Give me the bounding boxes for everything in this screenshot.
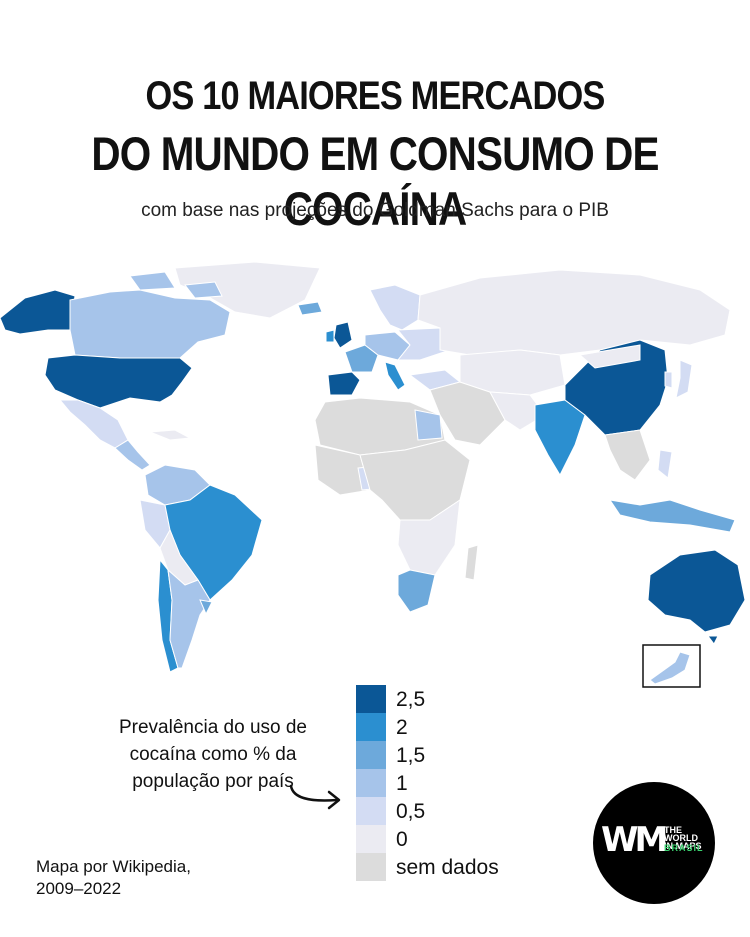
legend-swatch <box>356 713 386 741</box>
world-map <box>0 261 746 688</box>
legend-swatch <box>356 825 386 853</box>
credit-line: Mapa por Wikipedia, <box>36 857 191 876</box>
mexico <box>58 399 129 449</box>
new-zealand <box>649 651 691 685</box>
mongolia <box>578 344 641 369</box>
legend-description-line: cocaína como % da <box>129 744 297 765</box>
central-asia <box>459 349 566 396</box>
legend-swatch <box>356 769 386 797</box>
page-subtitle: com base nas projeções do Goldman Sachs … <box>141 200 609 221</box>
philippines <box>657 449 673 479</box>
alaska <box>0 289 76 335</box>
legend-swatch <box>356 797 386 825</box>
logo-subtext: BRASIL <box>664 843 704 853</box>
uruguay <box>199 599 213 616</box>
legend-description: Prevalência do uso de cocaína como % da … <box>108 714 318 795</box>
legend-label: 1,5 <box>396 744 426 767</box>
credit-line: 2009–2022 <box>36 879 122 898</box>
egypt <box>414 409 443 441</box>
legend-swatch <box>356 741 386 769</box>
logo-text-line: IN MAPS <box>664 841 702 851</box>
legend-label: 0,5 <box>396 800 426 823</box>
legend-label: 0 <box>396 828 408 851</box>
italy <box>384 361 406 391</box>
canada-islands <box>129 271 223 299</box>
legend-description-line: população por país <box>132 771 294 792</box>
page-title-line-2: DO MUNDO EM CONSUMO DE COCAÍNA <box>91 127 659 235</box>
legend-label: 2 <box>396 716 408 739</box>
indonesia <box>608 499 736 533</box>
japan <box>675 359 693 399</box>
spain <box>327 371 361 396</box>
france <box>344 344 379 373</box>
legend-label: sem dados <box>396 856 499 879</box>
west-africa <box>314 444 371 496</box>
brand-logo: WM THE WORLD IN MAPS BRASIL <box>593 782 715 904</box>
argentina <box>167 568 211 669</box>
usa <box>44 354 193 409</box>
iceland <box>297 301 323 316</box>
scandinavia <box>369 284 421 331</box>
logo-text-line: THE WORLD <box>664 825 698 843</box>
southeast-asia <box>604 429 651 481</box>
australia <box>647 549 746 633</box>
tasmania <box>707 635 719 645</box>
uk <box>333 321 353 349</box>
legend-swatch <box>356 853 386 881</box>
new-zealand-inset <box>642 644 701 688</box>
ireland <box>325 329 335 343</box>
logo-text: THE WORLD IN MAPS <box>664 825 712 851</box>
central-america <box>114 439 151 471</box>
legend-label: 1 <box>396 772 408 795</box>
iran <box>489 391 546 431</box>
legend-description-line: Prevalência do uso de <box>118 717 307 738</box>
legend-label: 2,5 <box>396 688 426 711</box>
arrow-icon <box>289 784 341 810</box>
madagascar <box>464 544 479 581</box>
logo-mark: WM <box>601 820 668 860</box>
page-title-line-1: OS 10 MAIORES MERCADOS <box>145 74 606 118</box>
south-africa <box>397 569 436 613</box>
russia <box>417 269 731 356</box>
canada <box>69 289 231 359</box>
east-southern-africa <box>397 498 461 576</box>
caribbean <box>149 429 192 441</box>
india <box>534 399 586 477</box>
map-credit: Mapa por Wikipedia, 2009–2022 <box>36 856 191 900</box>
legend-swatch <box>356 685 386 713</box>
korea <box>664 371 673 389</box>
